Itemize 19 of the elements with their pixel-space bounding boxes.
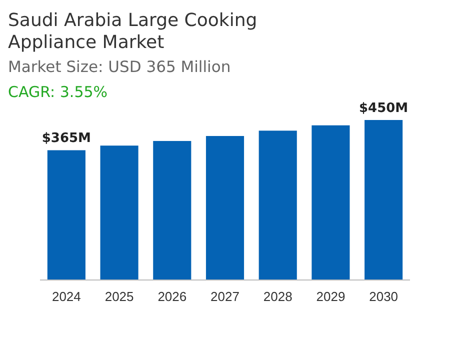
bar [153,140,192,280]
x-tick-label: 2028 [263,289,292,304]
data-label: $365M [42,131,91,146]
bar [47,150,86,280]
data-label: $450M [359,101,408,116]
bar [206,136,244,280]
x-tick-label: 2025 [104,289,134,304]
bar [312,125,350,280]
text: CAGR: 3.55% [8,83,108,101]
bar [364,120,403,280]
chart-subtitle: Market Size: USD 365 Million [8,58,231,76]
x-tick-label: 2030 [369,289,398,304]
bar [258,130,297,280]
chart-title: Saudi Arabia Large Cooking Appliance Market [8,10,258,53]
x-tick-label: 2029 [316,289,346,304]
x-tick-label: 2024 [52,289,81,304]
x-tick-label: 2027 [210,289,240,304]
x-tick-label: 2026 [158,289,187,304]
bar [100,146,138,280]
